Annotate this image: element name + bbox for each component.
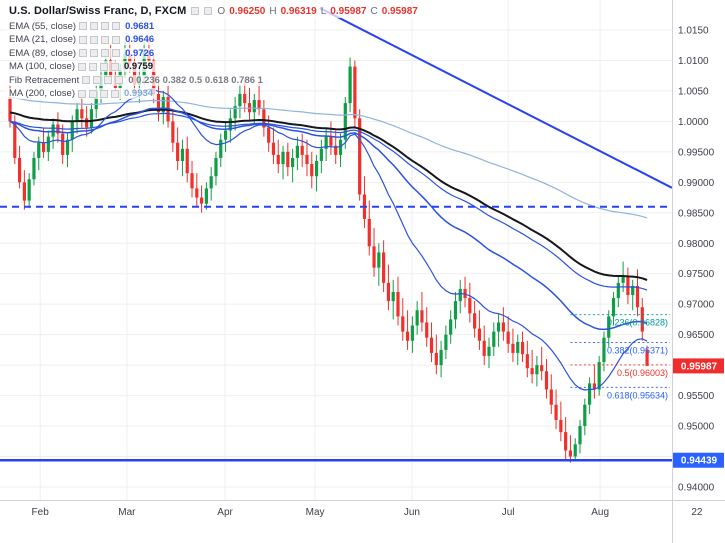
gear-icon[interactable] [89, 89, 97, 98]
fib-level-label: 0.5(0.96003) [617, 368, 668, 378]
close-icon[interactable] [101, 35, 110, 44]
open-value: 0.96250 [229, 5, 266, 17]
eye-icon[interactable] [79, 49, 88, 57]
time-tick-label: May [306, 507, 325, 518]
close-icon[interactable] [101, 49, 110, 57]
time-tick-label: 22 [691, 507, 703, 518]
ma-line-ma-200[interactable] [9, 96, 648, 219]
gear-icon[interactable] [90, 22, 99, 30]
indicator-value: 0.9726 [125, 47, 155, 59]
indicator-value: 0 0.236 0.382 0.5 0.618 0.786 1 [128, 74, 263, 86]
fib-level-label: 0.236(0.96828) [607, 318, 668, 328]
symbol-header-row[interactable]: U.S. Dollar/Swiss Franc, D, FXCM O 0.962… [6, 4, 421, 18]
more-icon[interactable] [112, 35, 121, 44]
legend-menu-icon[interactable] [204, 7, 213, 15]
time-tick-label: Mar [118, 507, 136, 518]
more-icon[interactable] [115, 76, 124, 84]
gear-icon[interactable] [90, 35, 99, 44]
indicator-label: MA (200, close) [9, 88, 75, 99]
indicator-label: MA (100, close) [9, 61, 75, 72]
time-tick-label: Jun [404, 507, 420, 518]
price-tick-label: 0.98500 [678, 208, 715, 219]
price-tick-label: 0.98000 [678, 239, 715, 250]
high-value: 0.96319 [280, 5, 317, 17]
fib-level-label: 0.382(0.96371) [607, 346, 668, 356]
price-tick-label: 0.99500 [678, 147, 715, 158]
close-value: 0.95987 [381, 5, 418, 17]
gear-icon[interactable] [89, 62, 97, 71]
price-tick-label: 0.95500 [678, 391, 715, 402]
candlestick-series [8, 36, 649, 463]
price-tick-label: 0.95000 [678, 422, 715, 433]
indicator-value: 0.9646 [125, 34, 155, 45]
time-tick-label: Aug [591, 507, 609, 518]
trendline-drawing[interactable] [319, 7, 673, 189]
low-value: 0.95987 [330, 5, 367, 17]
price-tick-label: 1.0000 [678, 117, 709, 128]
time-axis[interactable]: Feb Mar Apr May Jun Jul Aug 22 [32, 507, 703, 518]
close-icon[interactable] [101, 22, 110, 30]
indicator-row-1[interactable]: EMA (21, close) 0.9646 [6, 34, 158, 45]
fib-level-label: 0.618(0.95634) [607, 390, 668, 400]
last-price-badge-text: 0.95987 [681, 361, 718, 372]
ma-line-ema-55[interactable] [9, 107, 648, 331]
indicator-legend: EMA (55, close) 0.9681 EMA (21, close) 0.96… [6, 20, 421, 99]
price-tick-label: 1.0100 [678, 56, 709, 67]
time-tick-label: Jul [502, 507, 515, 518]
indicator-row-2[interactable]: EMA (89, close) 0.9726 [6, 47, 158, 59]
symbol-title[interactable]: U.S. Dollar/Swiss Franc, D, FXCM [9, 5, 187, 17]
support-price-badge-text: 0.94439 [681, 456, 718, 467]
ma-line-ema-21[interactable] [9, 88, 648, 391]
eye-icon[interactable] [82, 76, 91, 84]
price-tick-label: 0.97500 [678, 269, 715, 280]
close-label: C [370, 5, 378, 17]
price-tick-label: 0.94000 [678, 482, 715, 493]
chart-legend: U.S. Dollar/Swiss Franc, D, FXCM O 0.962… [6, 4, 421, 99]
eye-icon[interactable] [79, 35, 88, 44]
indicator-value: 0.9934 [124, 88, 154, 99]
eye-icon[interactable] [78, 62, 86, 71]
high-label: H [269, 5, 277, 17]
gear-icon[interactable] [90, 49, 99, 57]
ma-line-ema-89[interactable] [9, 112, 648, 291]
indicator-label: EMA (89, close) [9, 47, 77, 59]
price-tick-label: 1.0150 [678, 26, 709, 37]
close-icon[interactable] [100, 89, 108, 98]
indicator-value: 0.9759 [124, 61, 154, 72]
open-label: O [217, 5, 226, 17]
indicator-row-5[interactable]: MA (200, close) 0.9934 [6, 88, 157, 99]
more-icon[interactable] [111, 62, 119, 71]
ohlc-readout: O 0.96250 H 0.96319 L 0.95987 C 0.95987 [217, 6, 417, 17]
close-icon[interactable] [100, 62, 108, 71]
indicator-row-0[interactable]: EMA (55, close) 0.9681 [6, 20, 158, 32]
ma-line-ma-100[interactable] [9, 108, 648, 281]
support-price-badge: 0.94439 [673, 452, 724, 468]
indicator-value: 0.9681 [125, 20, 155, 32]
more-icon[interactable] [111, 89, 119, 98]
fib-retracement-drawing[interactable]: 0.236(0.96828) 0.382(0.96371) 0.5(0.96003)… [570, 314, 670, 401]
price-tick-label: 1.0050 [678, 86, 709, 97]
time-tick-label: Feb [32, 507, 50, 518]
indicator-row-4[interactable]: Fib Retracement 0 0.236 0.382 0.5 0.618 0… [6, 74, 266, 86]
indicator-label: Fib Retracement [9, 74, 80, 86]
more-icon[interactable] [112, 22, 121, 30]
last-price-badge: 0.95987 [673, 358, 724, 374]
eye-icon[interactable] [79, 22, 88, 30]
price-tick-label: 0.99000 [678, 178, 715, 189]
indicator-label: EMA (21, close) [9, 34, 77, 45]
time-tick-label: Apr [217, 507, 233, 518]
close-icon[interactable] [104, 76, 113, 84]
low-label: L [320, 5, 327, 17]
price-tick-label: 0.96500 [678, 330, 715, 341]
gear-icon[interactable] [93, 76, 102, 84]
indicator-row-3[interactable]: MA (100, close) 0.9759 [6, 61, 157, 72]
price-tick-label: 0.97000 [678, 300, 715, 311]
eye-icon[interactable] [78, 89, 86, 98]
more-icon[interactable] [112, 49, 121, 57]
indicator-label: EMA (55, close) [9, 20, 77, 32]
legend-eye-icon[interactable] [191, 7, 200, 15]
